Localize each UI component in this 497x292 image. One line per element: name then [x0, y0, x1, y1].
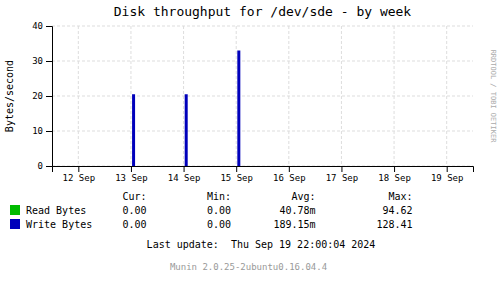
y-tick-mark — [46, 61, 52, 62]
legend-swatch — [10, 205, 20, 215]
grid-line-x — [341, 26, 342, 166]
x-tick-label: 16 Sep — [273, 173, 306, 183]
side-annotation: RRDTOOL / TOBI OETIKER — [489, 50, 497, 144]
grid-line-y — [52, 96, 473, 97]
table-cell: 0.00 — [123, 219, 147, 230]
x-tick: 16 Sep — [273, 166, 306, 183]
table-cell: 0.00 — [207, 205, 231, 216]
table-cell: 189.15m — [273, 219, 315, 230]
x-tick: 13 Sep — [115, 166, 148, 183]
grid-line-y — [52, 61, 473, 62]
grid — [52, 26, 473, 166]
x-tick-label: 17 Sep — [326, 173, 359, 183]
grid-line-y — [52, 131, 473, 132]
y-tick: 40 — [32, 21, 52, 31]
x-tick: 15 Sep — [220, 166, 253, 183]
bars — [132, 51, 240, 167]
y-tick-mark — [46, 96, 52, 97]
x-tick: 18 Sep — [378, 166, 411, 183]
x-tick-label: 15 Sep — [220, 173, 253, 183]
last-update: Last update: Thu Sep 19 22:00:04 2024 — [147, 239, 376, 250]
y-axis: 0 10 20 30 40 — [32, 21, 52, 171]
x-tick-mark — [78, 166, 79, 172]
plot: 12 Sep 13 Sep 14 Sep 15 Sep 16 Sep 17 Sep 18 S… — [32, 21, 473, 183]
bar — [132, 94, 135, 166]
chart: 12 Sep 13 Sep 14 Sep 15 Sep 16 Sep 17 Sep 18 S… — [0, 0, 497, 292]
x-tick-mark — [184, 166, 185, 172]
x-axis: 12 Sep 13 Sep 14 Sep 15 Sep 16 Sep 17 Sep 18 S… — [53, 166, 474, 183]
y-tick: 30 — [32, 56, 52, 66]
table-header: Avg: — [292, 191, 316, 202]
footer: Cur: Min: Avg: Max: Read Bytes 0.00 0.00 40.78m… — [10, 191, 413, 272]
grid-line-x — [130, 26, 131, 166]
x-tick: 14 Sep — [168, 166, 201, 183]
x-tick-mark — [341, 166, 342, 172]
table-header: Max: — [388, 191, 412, 202]
table-cell: 0.00 — [123, 205, 147, 216]
y-tick-label: 40 — [32, 21, 43, 31]
bar — [185, 94, 188, 166]
y-tick-label: 30 — [32, 56, 43, 66]
bar — [237, 51, 240, 167]
x-tick-label: 12 Sep — [63, 173, 96, 183]
table-cell: 40.78m — [279, 205, 315, 216]
y-tick-label: 20 — [32, 91, 43, 101]
table-header: Min: — [207, 191, 231, 202]
x-tick-mark — [394, 166, 395, 172]
table-header: Cur: — [123, 191, 147, 202]
x-tick: 17 Sep — [326, 166, 359, 183]
y-tick: 0 — [38, 161, 52, 171]
x-tick-mark — [289, 166, 290, 172]
y-tick-mark — [46, 131, 52, 132]
x-tick-label: 14 Sep — [168, 173, 201, 183]
x-tick: 12 Sep — [63, 166, 96, 183]
y-axis-line — [46, 27, 53, 167]
table-cell: 0.00 — [207, 219, 231, 230]
y-label: Bytes/second — [4, 60, 15, 132]
y-tick-label: 10 — [32, 126, 43, 136]
x-tick-mark — [131, 166, 132, 172]
x-tick: 19 Sep — [431, 166, 464, 183]
x-tick-label: 19 Sep — [431, 173, 464, 183]
y-tick-mark — [46, 26, 52, 27]
y-tick: 20 — [32, 91, 52, 101]
legend-label: Read Bytes — [26, 205, 86, 216]
x-axis-line — [53, 167, 474, 173]
legend-label: Write Bytes — [26, 219, 92, 230]
x-tick-mark — [447, 166, 448, 172]
x-tick-mark — [236, 166, 237, 172]
title: Disk throughput for /dev/sde - by week — [114, 4, 412, 19]
grid-line-y — [52, 26, 473, 27]
table-cell: 128.41 — [376, 219, 412, 230]
version-note: Munin 2.0.25-2ubuntu0.16.04.4 — [170, 262, 327, 272]
table-cell: 94.62 — [382, 205, 412, 216]
x-tick-label: 18 Sep — [378, 173, 411, 183]
grid-line-x — [236, 26, 237, 166]
y-tick-mark — [46, 166, 52, 167]
y-tick: 10 — [32, 126, 52, 136]
x-tick-label: 13 Sep — [115, 173, 148, 183]
legend-swatch — [10, 219, 20, 229]
y-tick-label: 0 — [38, 161, 43, 171]
